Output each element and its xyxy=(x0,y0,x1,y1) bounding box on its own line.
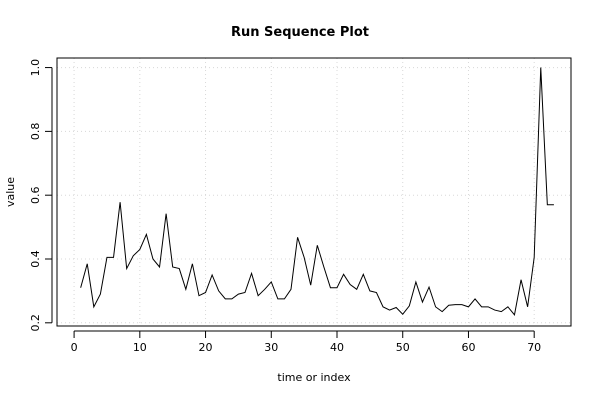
x-axis-label: time or index xyxy=(277,371,351,384)
x-tick-label: 40 xyxy=(330,341,344,354)
grid xyxy=(57,58,571,326)
y-tick-label: 0.6 xyxy=(29,186,42,204)
x-tick-label: 50 xyxy=(396,341,410,354)
y-axis-label: value xyxy=(4,177,17,207)
chart-title: Run Sequence Plot xyxy=(231,25,369,40)
x-axis: 0 10 20 30 40 50 60 70 xyxy=(71,330,541,354)
x-tick-label: 60 xyxy=(461,341,475,354)
plot-frame xyxy=(56,57,572,327)
y-axis: 0.2 0.4 0.6 0.8 1.0 xyxy=(29,59,53,332)
x-tick-label: 20 xyxy=(199,341,213,354)
y-tick-label: 1.0 xyxy=(29,59,42,77)
x-tick-label: 30 xyxy=(264,341,278,354)
y-tick-label: 0.8 xyxy=(29,123,42,141)
y-tick-label: 0.2 xyxy=(29,314,42,332)
series-line-0 xyxy=(80,67,554,316)
series-layer xyxy=(80,67,554,316)
x-tick-label: 0 xyxy=(71,341,78,354)
x-tick-label: 70 xyxy=(527,341,541,354)
y-tick-label: 0.4 xyxy=(29,250,42,268)
x-tick-label: 10 xyxy=(133,341,147,354)
